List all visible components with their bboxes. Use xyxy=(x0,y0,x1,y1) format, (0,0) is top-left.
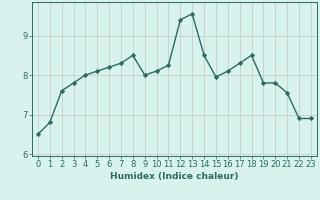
X-axis label: Humidex (Indice chaleur): Humidex (Indice chaleur) xyxy=(110,172,239,181)
